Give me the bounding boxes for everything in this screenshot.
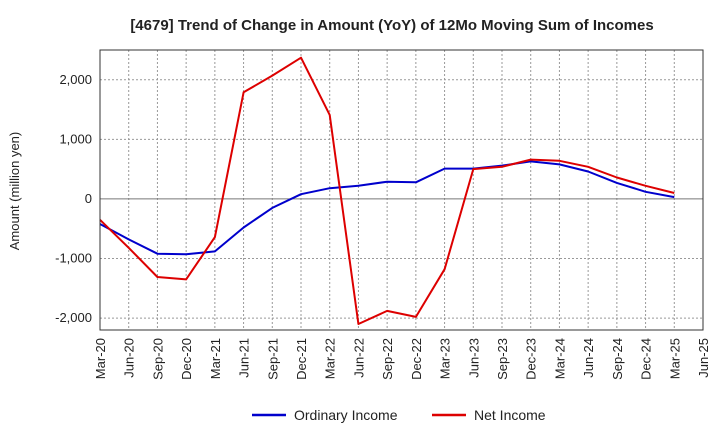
legend-label-1: Net Income (474, 407, 546, 423)
legend: Ordinary Income Net Income (252, 407, 546, 423)
series-lines (99, 56, 675, 325)
x-tick-label: Mar-23 (438, 338, 453, 379)
legend-label-0: Ordinary Income (294, 407, 398, 423)
x-tick-label: Jun-23 (466, 338, 481, 378)
x-tick-label: Sep-23 (495, 338, 510, 380)
x-tick-label: Mar-22 (323, 338, 338, 379)
y-tick-label: -2,000 (55, 310, 92, 325)
x-tick-label: Mar-20 (93, 338, 108, 379)
y-axis-ticks: -2,000 -1,000 0 1,000 2,000 (55, 72, 92, 325)
chart-title: [4679] Trend of Change in Amount (YoY) o… (130, 17, 653, 34)
series-line-1 (99, 56, 675, 325)
x-tick-label: Dec-24 (639, 338, 654, 380)
x-axis-ticks: Mar-20 Jun-20 Sep-20 Dec-20 Mar-21 Jun-21 Sep-… (93, 338, 711, 380)
x-tick-label: Mar-24 (552, 338, 567, 379)
y-axis-label: Amount (million yen) (7, 132, 22, 251)
x-tick-label: Sep-22 (380, 338, 395, 380)
x-tick-label: Sep-20 (150, 338, 165, 380)
grid (100, 50, 703, 330)
x-tick-label: Dec-21 (294, 338, 309, 380)
x-tick-label: Jun-22 (351, 338, 366, 378)
x-tick-label: Jun-21 (237, 338, 252, 378)
x-tick-label: Mar-25 (667, 338, 682, 379)
x-tick-label: Dec-20 (179, 338, 194, 380)
x-tick-label: Dec-23 (524, 338, 539, 380)
x-tick-label: Jun-24 (581, 338, 596, 378)
x-tick-label: Jun-25 (696, 338, 711, 378)
y-tick-label: -1,000 (55, 251, 92, 266)
x-tick-label: Sep-24 (610, 338, 625, 380)
series-line-0 (99, 160, 675, 256)
x-tick-label: Sep-21 (265, 338, 280, 380)
x-tick-label: Dec-22 (409, 338, 424, 380)
x-tick-label: Mar-21 (208, 338, 223, 379)
y-tick-label: 2,000 (59, 72, 92, 87)
plot-frame (99, 49, 704, 331)
y-tick-label: 0 (85, 191, 92, 206)
y-tick-label: 1,000 (59, 131, 92, 146)
x-tick-label: Jun-20 (122, 338, 137, 378)
